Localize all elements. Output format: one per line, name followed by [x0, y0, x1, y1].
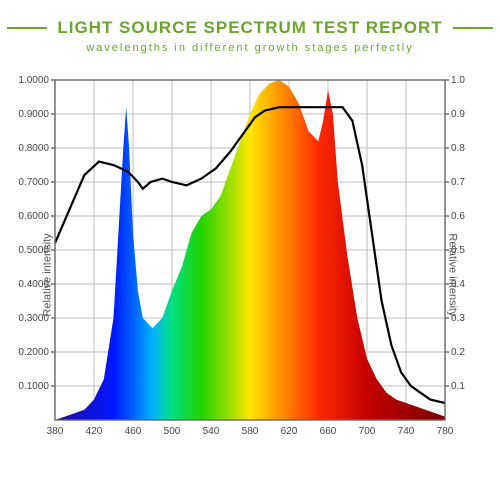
y-tick-label-left: 0.9000 [18, 109, 49, 120]
x-tick-label: 780 [437, 426, 454, 437]
x-tick-label: 540 [203, 426, 220, 437]
y-axis-label-right: Relative intensity [446, 233, 458, 316]
y-tick-label-right: 0.1 [451, 381, 465, 392]
x-tick-label: 620 [281, 426, 298, 437]
report-subtitle: wavelengths in different growth stages p… [0, 42, 500, 54]
y-tick-label-right: 0.7 [451, 177, 465, 188]
x-tick-label: 420 [86, 426, 103, 437]
y-tick-label-left: 0.1000 [18, 381, 49, 392]
y-tick-label-left: 0.8000 [18, 143, 49, 154]
header: LIGHT SOURCE SPECTRUM TEST REPORT wavele… [0, 0, 500, 60]
rule-left [7, 27, 47, 29]
y-tick-label-right: 0.2 [451, 347, 465, 358]
x-tick-label: 740 [398, 426, 415, 437]
x-tick-label: 380 [47, 426, 64, 437]
x-tick-label: 460 [125, 426, 142, 437]
y-tick-label-left: 1.0000 [18, 75, 49, 86]
x-tick-label: 500 [164, 426, 181, 437]
report-title: LIGHT SOURCE SPECTRUM TEST REPORT [57, 18, 442, 38]
y-tick-label-left: 0.2000 [18, 347, 49, 358]
y-tick-label-right: 1.0 [451, 75, 465, 86]
y-tick-label-right: 0.8 [451, 143, 465, 154]
y-tick-label-right: 0.6 [451, 211, 465, 222]
y-tick-label-right: 0.9 [451, 109, 465, 120]
y-axis-label-left: Relative intensity [42, 233, 54, 316]
spectrum-chart: Relative intensity Relative intensity 38… [0, 60, 500, 490]
y-tick-label-left: 0.7000 [18, 177, 49, 188]
header-rule: LIGHT SOURCE SPECTRUM TEST REPORT [0, 18, 500, 38]
x-tick-label: 660 [320, 426, 337, 437]
rule-right [453, 27, 493, 29]
x-tick-label: 580 [242, 426, 259, 437]
x-tick-label: 700 [359, 426, 376, 437]
y-tick-label-left: 0.6000 [18, 211, 49, 222]
chart-svg: 380 420 460 500 540 580 620 660 700 740 780 0.1000 0… [0, 60, 500, 490]
